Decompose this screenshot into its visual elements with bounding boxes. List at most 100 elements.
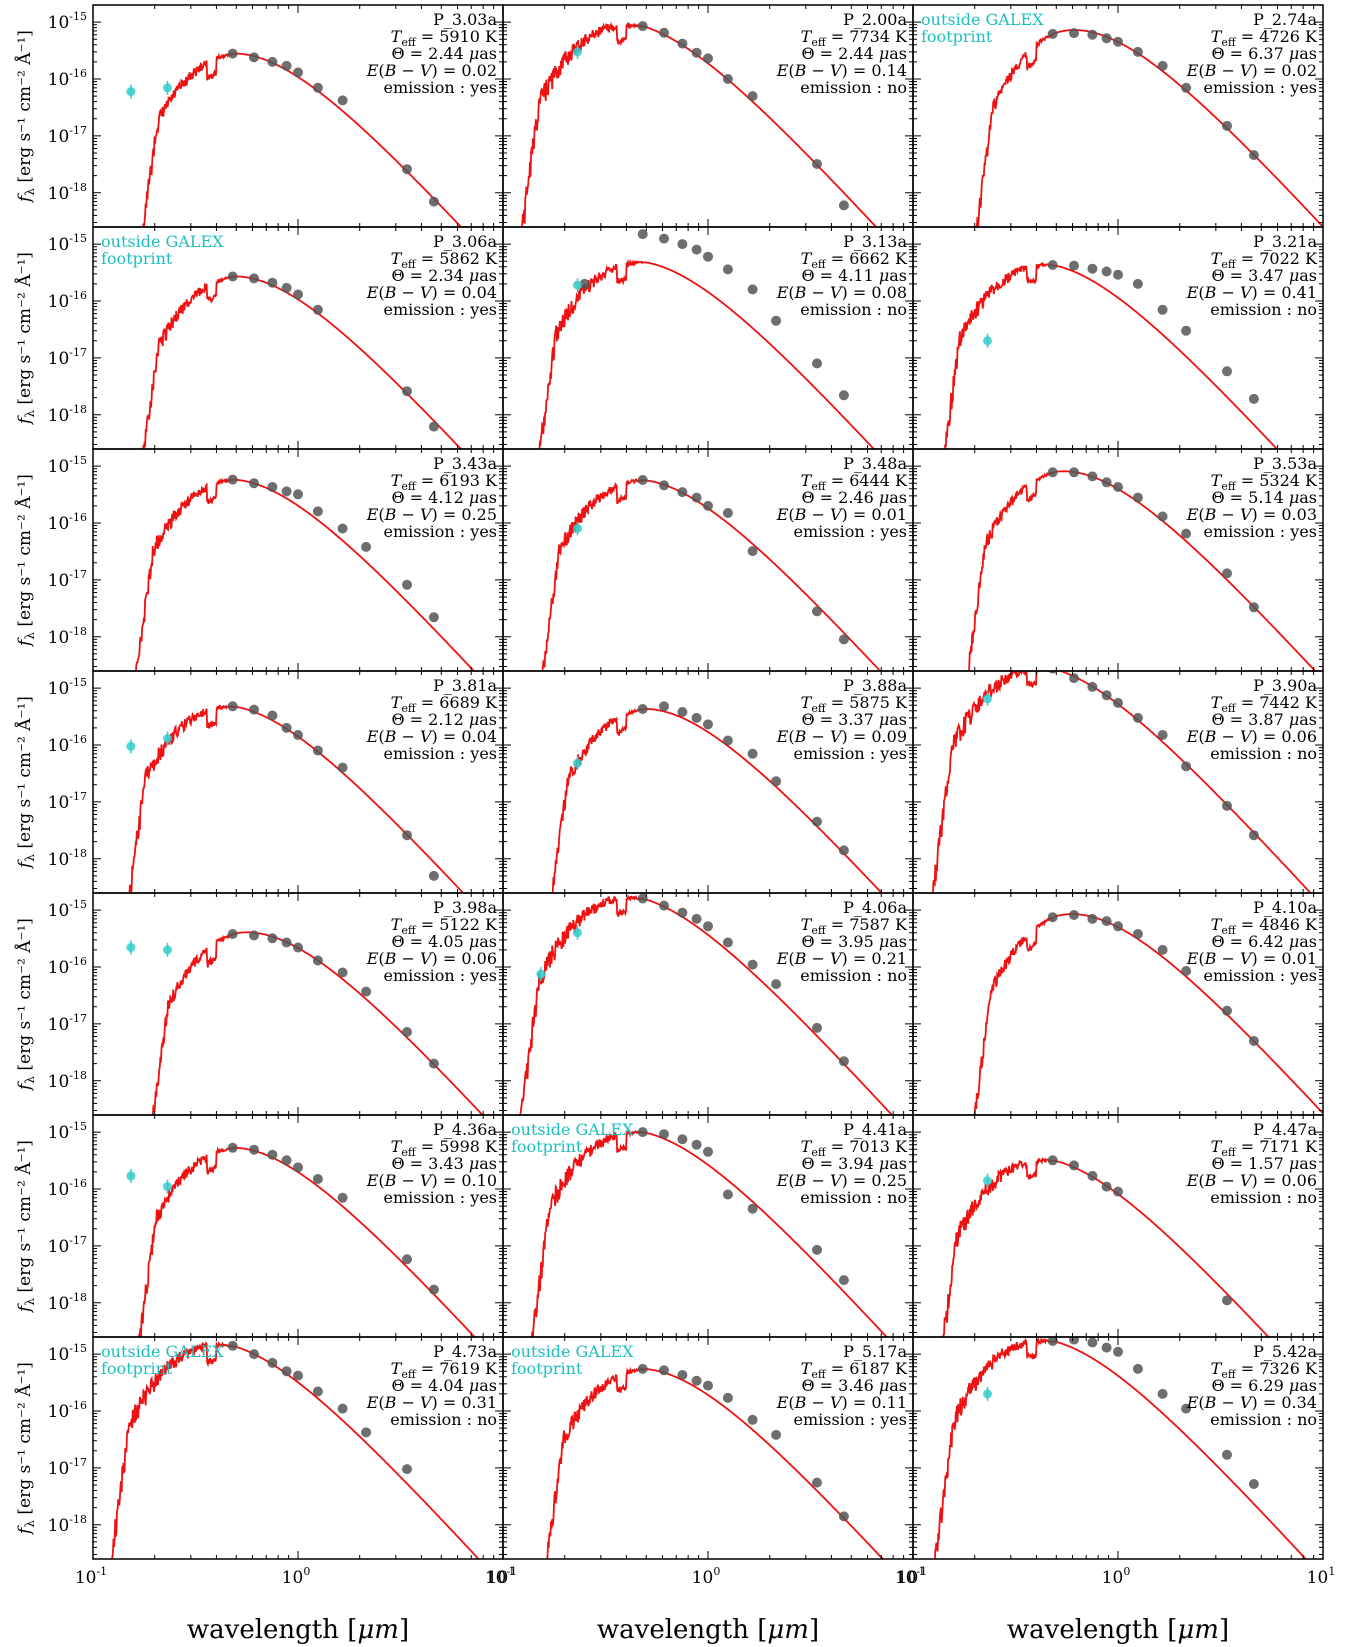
theta-label: Θ = 3.94 μas (801, 1154, 907, 1173)
theta-label: Θ = 2.44 μas (801, 44, 907, 63)
ebv-label: E(B − V) = 0.10 (366, 1171, 497, 1190)
ebv-label: E(B − V) = 0.21 (776, 949, 907, 968)
photometry-point (637, 704, 648, 714)
x-tick-label: 100 (692, 1565, 721, 1588)
panel-name: P_3.81a (433, 676, 497, 695)
photometry-point (1248, 602, 1259, 613)
photometry-point (337, 523, 348, 534)
photometry-point (677, 1134, 688, 1145)
uv-photometry-point (126, 741, 136, 751)
photometry-point (722, 735, 733, 746)
ebv-label: E(B − V) = 0.06 (366, 949, 497, 968)
panel-name: P_4.06a (843, 898, 907, 917)
y-tick-label: 10-17 (48, 1456, 87, 1479)
model-spectrum-line (934, 1337, 1307, 1559)
photometry-point (747, 91, 758, 102)
axis-ticks (912, 670, 1323, 893)
photometry-point (1047, 1337, 1058, 1346)
uv-photometry-point (163, 734, 172, 743)
teff-label: Teff = 4726 K (1211, 27, 1318, 49)
emission-label: emission : yes (793, 522, 907, 541)
photometry-point (249, 704, 259, 715)
photometry-point (722, 937, 733, 948)
photometry-point (659, 900, 669, 911)
photometry-point (677, 1370, 688, 1380)
teff-label: Teff = 7734 K (801, 27, 908, 49)
photometry-point (703, 53, 713, 64)
teff-label: Teff = 6193 K (391, 471, 498, 493)
photometry-point (747, 959, 758, 970)
teff-label: Teff = 7013 K (801, 1137, 908, 1159)
photometry-point (722, 1189, 733, 1200)
photometry-point (812, 606, 822, 617)
photometry-point (1113, 482, 1123, 492)
photometry-point (1181, 761, 1192, 772)
y-tick-label: 10-18 (48, 1069, 87, 1092)
photometry-point (293, 1370, 303, 1381)
photometry-point (838, 1275, 849, 1286)
photometry-point (1113, 1186, 1123, 1197)
ebv-label: E(B − V) = 0.25 (366, 505, 497, 524)
y-tick-label: 10-17 (48, 124, 87, 147)
photometry-point (637, 893, 648, 904)
ebv-label: E(B − V) = 0.11 (776, 1393, 907, 1412)
photometry-point (1222, 1449, 1232, 1460)
teff-label: Teff = 6444 K (801, 471, 908, 493)
photometry-point (1132, 1363, 1143, 1374)
emission-label: emission : yes (1203, 966, 1317, 985)
teff-label: Teff = 5875 K (801, 693, 908, 715)
photometry-point (691, 1139, 702, 1150)
photometry-point (428, 1058, 439, 1069)
photometry-point (747, 748, 758, 759)
axis-ticks (502, 670, 913, 893)
photometry-point (691, 712, 702, 723)
photometry-point (703, 251, 713, 262)
galex-note: outside GALEX (921, 10, 1044, 29)
photometry-point (838, 634, 849, 645)
y-tick-label: 10-15 (48, 454, 87, 477)
photometry-point (1113, 1346, 1123, 1357)
emission-label: emission : no (1210, 1188, 1317, 1207)
photometry-point (402, 830, 412, 841)
photometry-point (402, 1254, 412, 1265)
y-tick-label: 10-16 (48, 289, 87, 312)
photometry-point (312, 1174, 323, 1184)
photometry-point (1181, 1403, 1192, 1414)
y-tick-label: 10-16 (48, 955, 87, 978)
y-tick-label: 10-15 (48, 10, 87, 33)
photometry-point (1157, 730, 1168, 740)
y-tick-label: 10-16 (48, 511, 87, 534)
photometry-point (312, 1386, 323, 1397)
photometry-point (227, 48, 238, 59)
photometry-point (267, 56, 278, 67)
photometry-point (249, 930, 259, 941)
y-tick-label: 10-15 (48, 232, 87, 255)
y-axis-title: fλ [erg s⁻¹ cm⁻² Å⁻¹] (14, 252, 37, 426)
x-tick-label: 10-1 (895, 1565, 927, 1588)
photometry-point (1069, 673, 1079, 684)
x-tick-label: 101 (1307, 1565, 1336, 1588)
theta-label: Θ = 2.44 μas (391, 44, 497, 63)
ebv-label: E(B − V) = 0.04 (366, 727, 497, 746)
panel-name: P_3.98a (433, 898, 497, 917)
galex-note: outside GALEX (511, 1342, 634, 1361)
uv-photometry-point (163, 945, 172, 955)
emission-label: emission : yes (383, 300, 497, 319)
theta-label: Θ = 2.46 μas (801, 488, 907, 507)
photometry-point (691, 1375, 702, 1386)
panel-name: P_4.73a (433, 1342, 497, 1361)
photometry-point (637, 1127, 648, 1138)
photometry-point (1248, 830, 1259, 841)
photometry-point (1101, 916, 1112, 927)
photometry-point (1087, 913, 1098, 924)
panel-name: P_5.42a (1253, 1342, 1317, 1361)
x-axis-title: wavelength [μm] (597, 1615, 819, 1645)
photometry-point (361, 986, 372, 997)
y-tick-label: 10-18 (48, 403, 87, 426)
photometry-point (703, 1146, 713, 1157)
panel-name: P_3.43a (433, 454, 497, 473)
